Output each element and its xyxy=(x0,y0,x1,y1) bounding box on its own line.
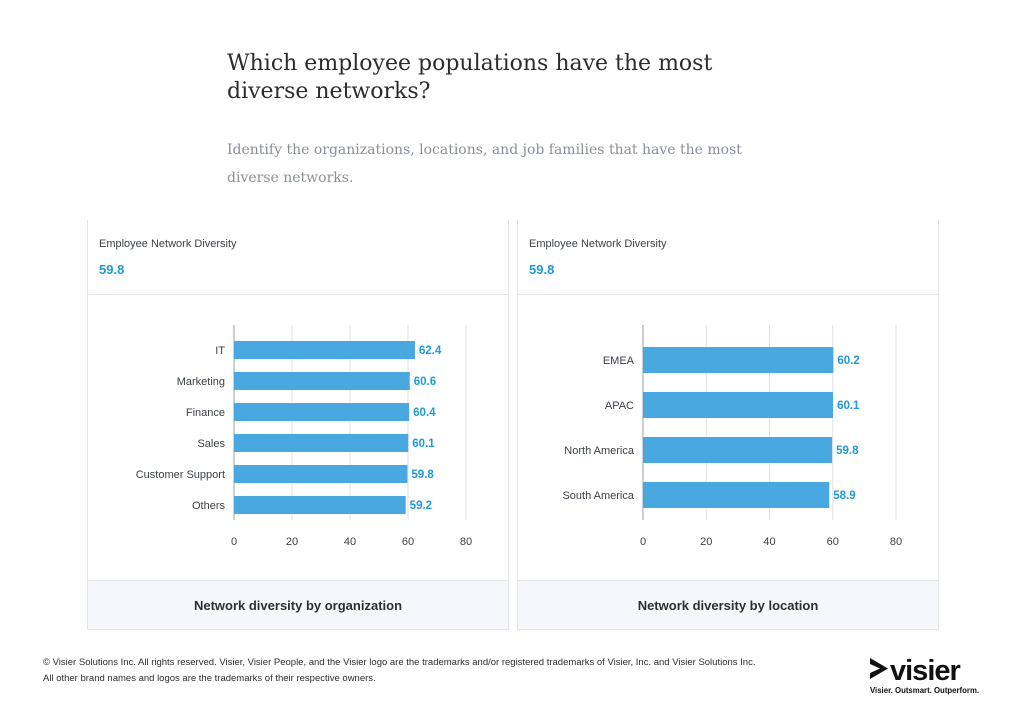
metric-value: 59.8 xyxy=(529,262,555,277)
value-label: 59.8 xyxy=(836,445,859,457)
category-label: APAC xyxy=(605,400,634,412)
value-label: 60.1 xyxy=(412,438,435,450)
bar-apac[interactable] xyxy=(643,392,834,418)
category-label: Others xyxy=(192,500,226,512)
x-tick-label: 40 xyxy=(344,536,356,548)
bar-sales[interactable] xyxy=(234,434,409,452)
bar-south-america[interactable] xyxy=(643,482,830,508)
x-tick-label: 20 xyxy=(700,536,712,548)
category-label: Finance xyxy=(186,407,225,419)
value-label: 60.4 xyxy=(413,407,436,419)
value-label: 62.4 xyxy=(419,345,442,357)
x-tick-label: 20 xyxy=(286,536,298,548)
legal-notice: © Visier Solutions Inc. All rights reser… xyxy=(43,655,803,687)
location-panel: Employee Network Diversity 59.8 0 20 40 60 8… xyxy=(517,220,939,630)
logo-tagline: Visier. Outsmart. Outperform. xyxy=(870,686,979,695)
location-bar-chart: 0 20 40 60 80 EMEA 60.2 APAC 60.1 North America 59… xyxy=(562,325,902,548)
x-tick-label: 40 xyxy=(763,536,775,548)
x-tick-label: 80 xyxy=(890,536,902,548)
value-label: 59.8 xyxy=(411,469,434,481)
category-label: Marketing xyxy=(177,376,225,388)
category-label: Sales xyxy=(197,438,225,450)
category-label: IT xyxy=(215,345,225,357)
category-label: South America xyxy=(562,490,634,502)
metric-label: Employee Network Diversity xyxy=(529,238,667,250)
category-label: EMEA xyxy=(603,355,635,367)
page-subtitle: Identify the organizations, locations, a… xyxy=(227,142,742,186)
bar-others[interactable] xyxy=(234,496,406,514)
location-chart-footer[interactable]: Network diversity by location xyxy=(518,580,938,629)
organization-bar-chart: 0 20 40 60 80 IT 62.4 Marketing 60.6 Finance 60.4 S… xyxy=(136,325,472,548)
organization-panel: Employee Network Diversity 59.8 0 20 40 60 8… xyxy=(87,220,509,630)
organization-chart-footer[interactable]: Network diversity by organization xyxy=(88,580,508,629)
bar-emea[interactable] xyxy=(643,347,834,373)
panel-divider xyxy=(518,294,938,295)
legal-line: All other brand names and logos are the … xyxy=(43,673,376,684)
logo-chevron-icon xyxy=(870,658,888,679)
bar-north-america[interactable] xyxy=(643,437,833,463)
value-label: 60.6 xyxy=(414,376,436,388)
x-tick-label: 60 xyxy=(827,536,839,548)
visier-logo: visier Visier. Outsmart. Outperform. xyxy=(870,655,979,695)
legal-line: © Visier Solutions Inc. All rights reser… xyxy=(43,657,756,668)
value-label: 60.2 xyxy=(837,355,859,367)
panel-divider xyxy=(88,294,508,295)
bar-finance[interactable] xyxy=(234,403,410,421)
value-label: 58.9 xyxy=(833,490,855,502)
category-label: North America xyxy=(564,445,635,457)
bar-marketing[interactable] xyxy=(234,372,410,390)
x-tick-label: 80 xyxy=(460,536,472,548)
page-title: Which employee populations have the most… xyxy=(227,51,713,104)
metric-value: 59.8 xyxy=(99,262,125,277)
x-tick-label: 0 xyxy=(640,536,646,548)
bar-customer-support[interactable] xyxy=(234,465,408,483)
metric-label: Employee Network Diversity xyxy=(99,238,237,250)
bar-it[interactable] xyxy=(234,341,415,359)
value-label: 60.1 xyxy=(837,400,860,412)
category-label: Customer Support xyxy=(136,469,225,481)
logo-wordmark: visier xyxy=(890,655,960,687)
value-label: 59.2 xyxy=(410,500,432,512)
x-tick-label: 0 xyxy=(231,536,237,548)
x-tick-label: 60 xyxy=(402,536,414,548)
